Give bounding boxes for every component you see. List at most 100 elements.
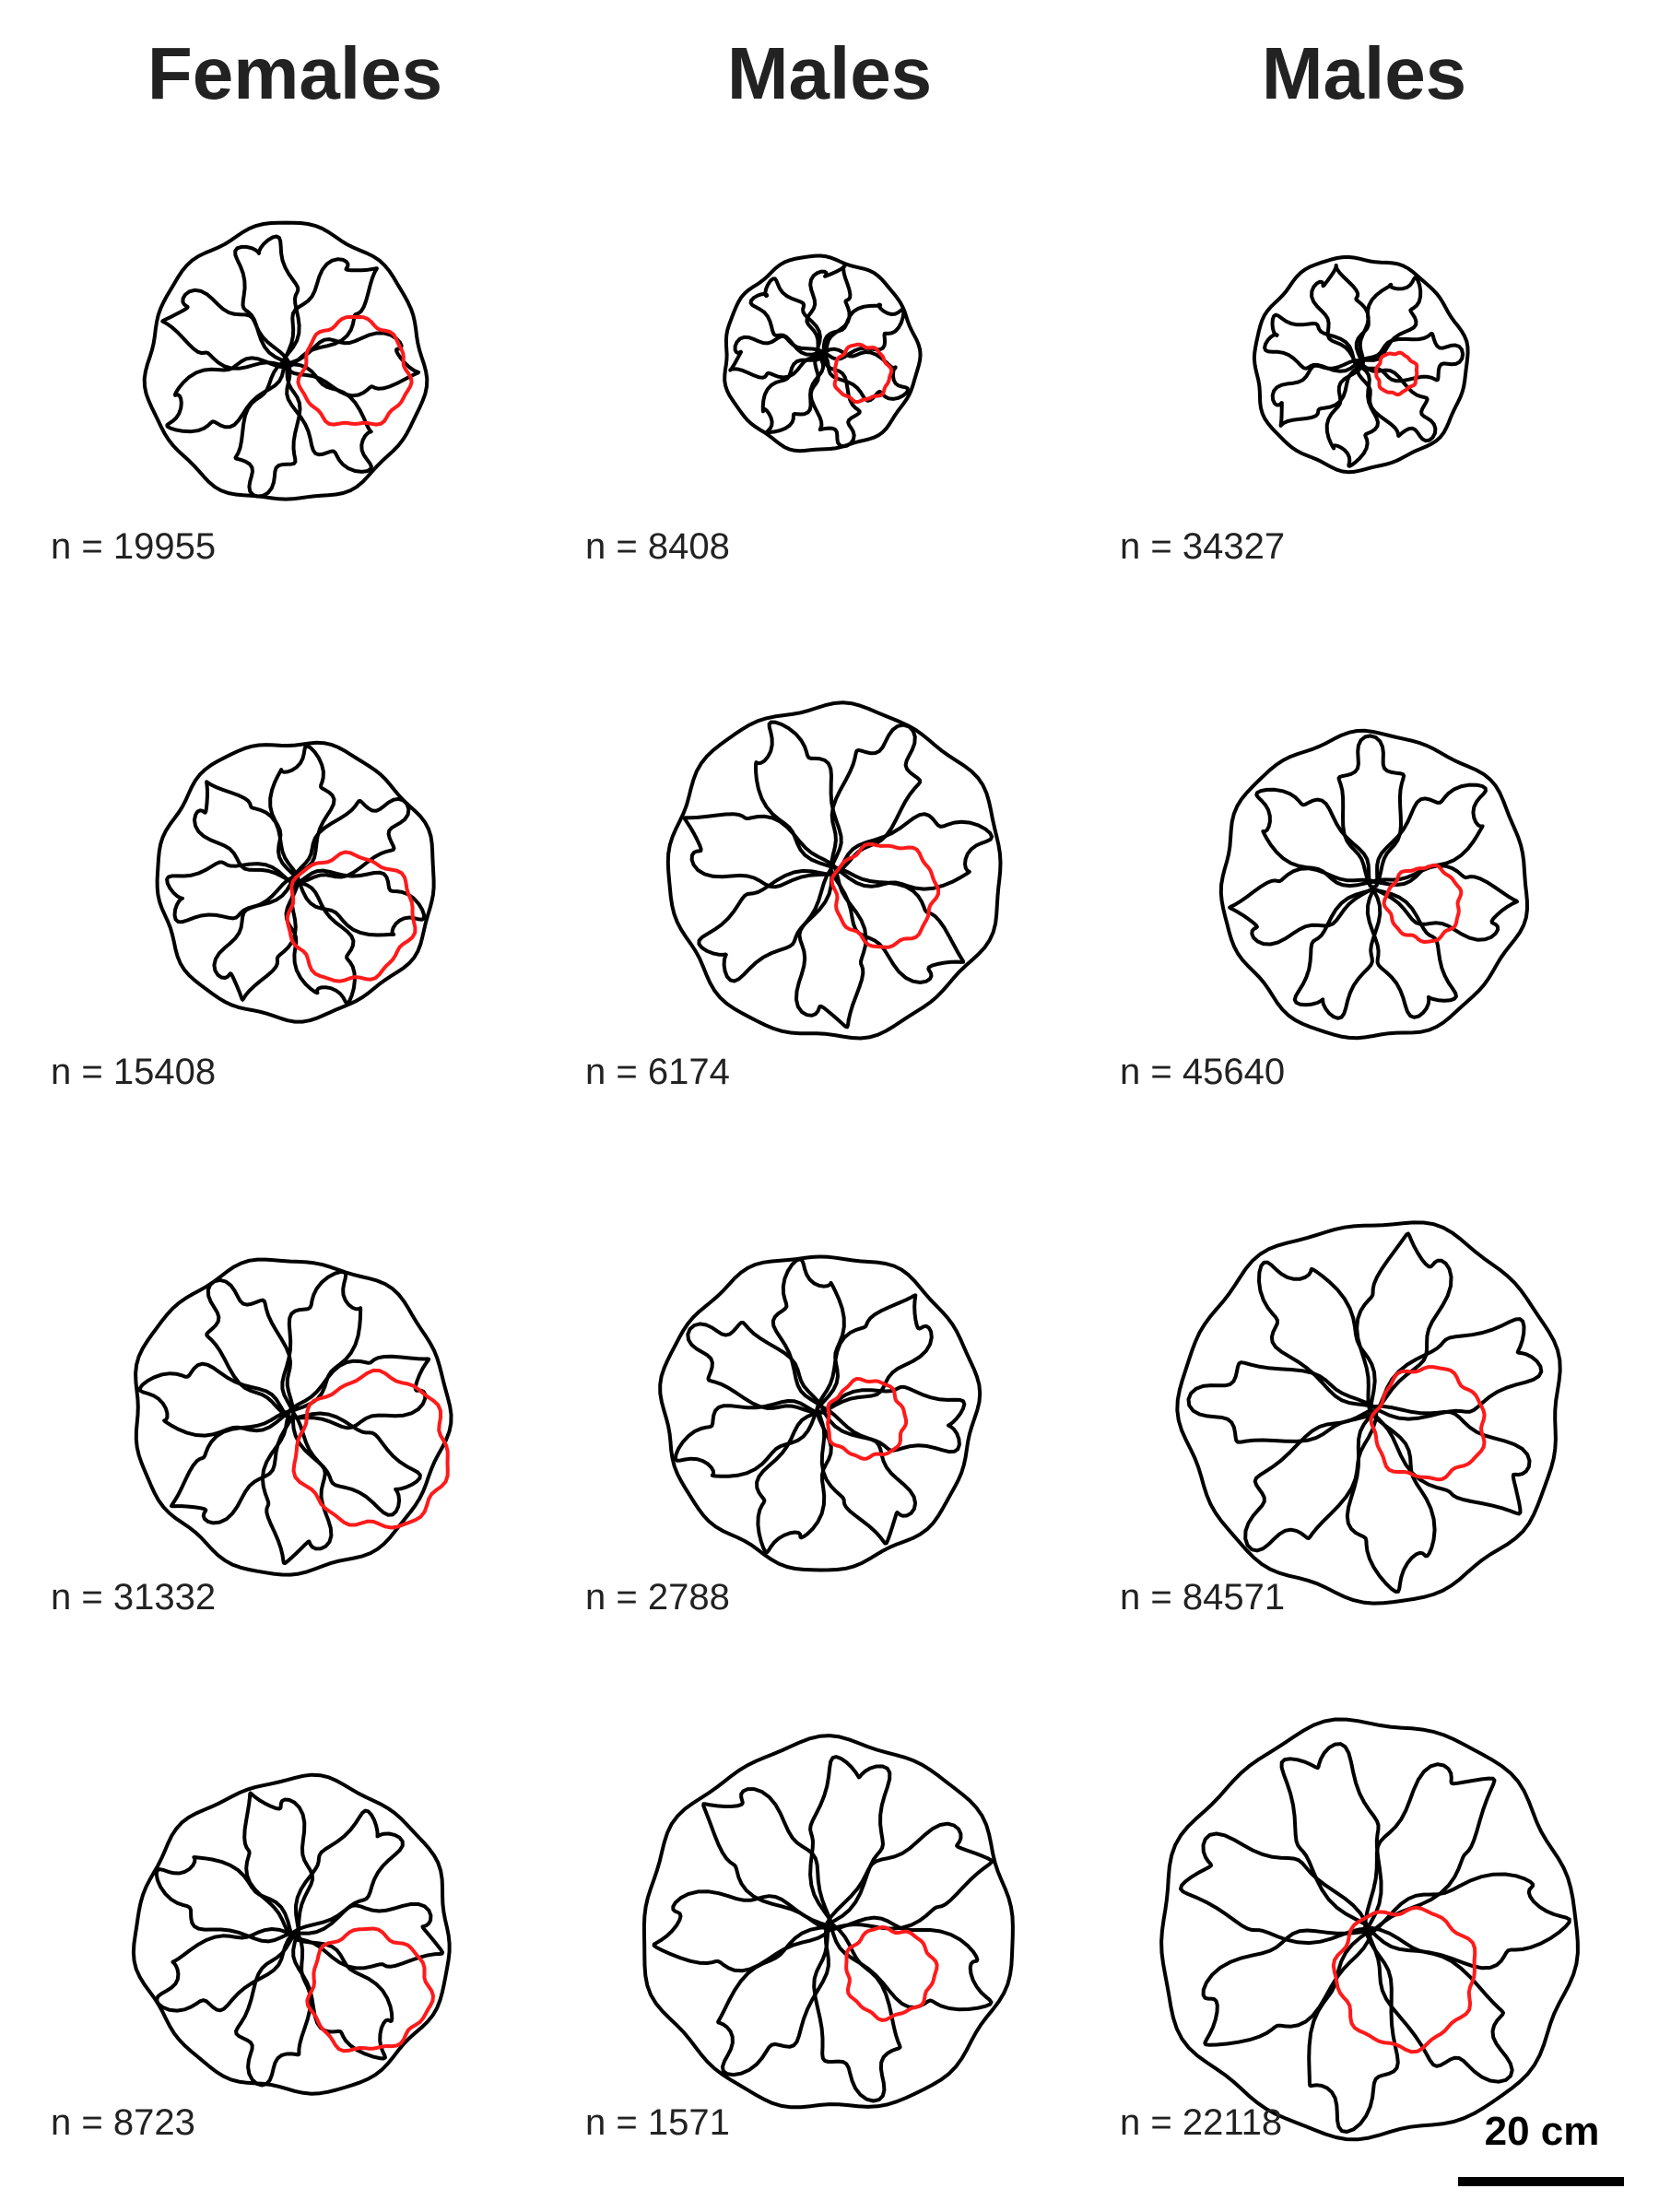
trajectory-loop-path: [754, 720, 843, 871]
trajectory-loop-path: [1228, 866, 1377, 947]
trajectory-loop-path: [205, 1277, 296, 1419]
trajectory-outer-path: [134, 1257, 453, 1577]
trajectory-panel: [131, 1772, 452, 2096]
sample-count-label: n = 1571: [585, 2102, 730, 2143]
trajectory-loop-path: [233, 234, 301, 364]
trajectory-loop-path: [280, 1269, 363, 1415]
trajectory-loop-path: [294, 1808, 405, 1936]
trajectory-loop-path: [291, 1901, 445, 1971]
trajectory-loop-path: [716, 1924, 830, 2077]
trajectory-outer-path: [665, 700, 1003, 1041]
sample-count-label: n = 8408: [585, 526, 730, 567]
trajectory-loop-path: [815, 1293, 934, 1415]
trajectory-loop-path: [1263, 312, 1360, 373]
sample-count-label: n = 34327: [1120, 526, 1286, 567]
trajectory-loop-path: [808, 1755, 892, 1926]
trajectory-loop-path: [1292, 884, 1382, 1020]
trajectory-panel: [134, 1257, 453, 1577]
red-region-path: [826, 1377, 909, 1461]
trajectory-panel: [155, 740, 436, 1024]
sample-count-label: n = 45640: [1120, 1052, 1286, 1092]
trajectory-loop-path: [285, 362, 373, 474]
trajectory-panel: [1159, 1717, 1580, 2142]
trajectory-outer-path: [1175, 1220, 1562, 1606]
trajectory-panel: [142, 220, 429, 501]
trajectory-loop-path: [1310, 264, 1371, 368]
trajectory-loop-path: [805, 264, 853, 359]
sample-count-label: n = 22118: [1120, 2102, 1283, 2143]
trajectory-loop-path: [1201, 1928, 1373, 2047]
trajectory-loop-path: [1372, 1317, 1544, 1421]
red-region-path: [1382, 863, 1464, 944]
trajectory-loop-path: [260, 1411, 334, 1566]
trajectory-loop-path: [1372, 782, 1488, 887]
trajectory-outer-path: [1218, 728, 1529, 1041]
trajectory-loop-path: [1179, 1831, 1371, 1946]
trajectory-loop-path: [673, 1399, 820, 1478]
trajectory-loop-path: [829, 723, 923, 876]
trajectory-loop-path: [286, 1354, 431, 1430]
trajectory-loop-path: [1368, 1872, 1571, 1971]
trajectory-panel: [1175, 1220, 1562, 1606]
trajectory-loop-path: [268, 744, 336, 880]
sample-count-label: n = 19955: [51, 526, 217, 567]
trajectory-loop-path: [1324, 363, 1380, 468]
trajectory-loop-path: [295, 868, 427, 937]
trajectory-outer-path: [658, 1254, 982, 1572]
sample-count-label: n = 84571: [1120, 1577, 1286, 1618]
panel-layer: [131, 220, 1580, 2142]
trajectory-loop-path: [1365, 884, 1458, 1019]
trajectory-loop-path: [830, 865, 966, 984]
trajectory-outer-path: [155, 740, 436, 1024]
scale-bar-label: 20 cm: [1484, 2109, 1600, 2154]
sample-count-label: n = 15408: [51, 1052, 217, 1092]
sample-count-label: n = 8723: [51, 2102, 195, 2143]
red-region-path: [1374, 350, 1419, 397]
red-region-path: [305, 1926, 435, 2053]
trajectory-loop-path: [818, 347, 911, 403]
trajectory-loop-path: [1356, 331, 1465, 383]
trajectory-loop-path: [291, 1935, 394, 2061]
trajectory-loop-path: [652, 1889, 833, 1973]
trajectory-loop-path: [682, 812, 839, 889]
trajectory-loop-path: [829, 1915, 994, 2012]
trajectory-loop-path: [1243, 1407, 1379, 1553]
trajectory-loop-path: [1345, 1409, 1437, 1594]
trajectory-panel: [1252, 254, 1470, 475]
trajectory-loop-path: [155, 1927, 296, 2013]
trajectory-loop-path: [212, 875, 300, 1002]
trajectory-loop-path: [289, 796, 411, 886]
trajectory-loop-path: [1254, 787, 1374, 888]
trajectory-panel: [658, 1254, 982, 1572]
trajectory-loop-path: [701, 1787, 834, 1932]
trajectory-outer-path: [142, 220, 429, 501]
trajectory-loop-path: [1336, 734, 1406, 888]
trajectory-loop-path: [820, 1384, 967, 1454]
trajectory-loop-path: [1279, 1742, 1383, 1932]
trajectory-loop-path: [728, 334, 823, 380]
trajectory-panel: [641, 1734, 1015, 2110]
trajectory-loop-path: [1354, 276, 1423, 365]
trajectory-loop-path: [697, 868, 835, 983]
sample-count-label: n = 31332: [51, 1577, 217, 1618]
trajectory-outer-path: [641, 1734, 1015, 2110]
trajectory-loop-path: [794, 867, 868, 1030]
trajectory-loop-path: [1370, 864, 1519, 942]
sample-count-label: n = 6174: [585, 1052, 730, 1092]
trajectory-panel: [1218, 728, 1529, 1041]
trajectory-loop-path: [1186, 1360, 1377, 1444]
trajectory-loop-path: [816, 1405, 918, 1546]
trajectory-loop-path: [242, 1791, 315, 1940]
trajectory-loop-path: [165, 356, 287, 434]
trajectory-loop-path: [137, 1361, 290, 1438]
red-region-path: [291, 1368, 450, 1530]
red-region-path: [1369, 1365, 1487, 1482]
column-title-males-2: Males: [1261, 32, 1467, 114]
trajectory-outer-path: [131, 1772, 452, 2096]
trajectory-loop-path: [170, 1409, 295, 1525]
trajectory-loop-path: [771, 1257, 846, 1410]
trajectory-outer-path: [1252, 254, 1470, 475]
trajectory-loop-path: [755, 1409, 833, 1555]
column-title-males-1: Males: [726, 32, 933, 114]
trajectory-loop-path: [165, 860, 295, 924]
